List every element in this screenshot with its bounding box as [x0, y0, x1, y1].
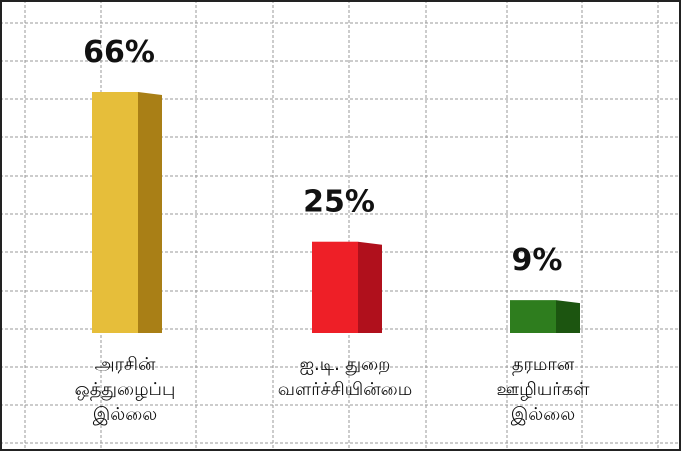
category-label: இல்லை: [511, 404, 575, 425]
data-label: 66%: [83, 35, 155, 70]
bar-side: [358, 241, 382, 333]
category-label: ஐ.டி. துறை: [300, 354, 391, 375]
bar-front: [510, 300, 556, 333]
category-label: ஊழியர்கள்: [497, 379, 591, 401]
bar-side: [556, 300, 580, 333]
bar-front: [312, 241, 358, 333]
category-label: ஒத்துழைப்பு: [75, 379, 176, 401]
category-label: அரசின்: [95, 354, 156, 375]
data-label: 25%: [303, 185, 375, 220]
labels-group: 66% அரசின் ஒத்துழைப்பு இல்லை 25% ஐ.டி. துறை வள…: [75, 35, 591, 425]
bar-front: [92, 92, 138, 333]
category-label: வளர்ச்சியின்மை: [278, 379, 412, 400]
category-label: இல்லை: [93, 404, 157, 425]
bar-side: [138, 92, 162, 333]
category-label: தரமான: [512, 354, 575, 376]
data-label: 9%: [512, 243, 563, 278]
bars-group: [92, 92, 580, 333]
